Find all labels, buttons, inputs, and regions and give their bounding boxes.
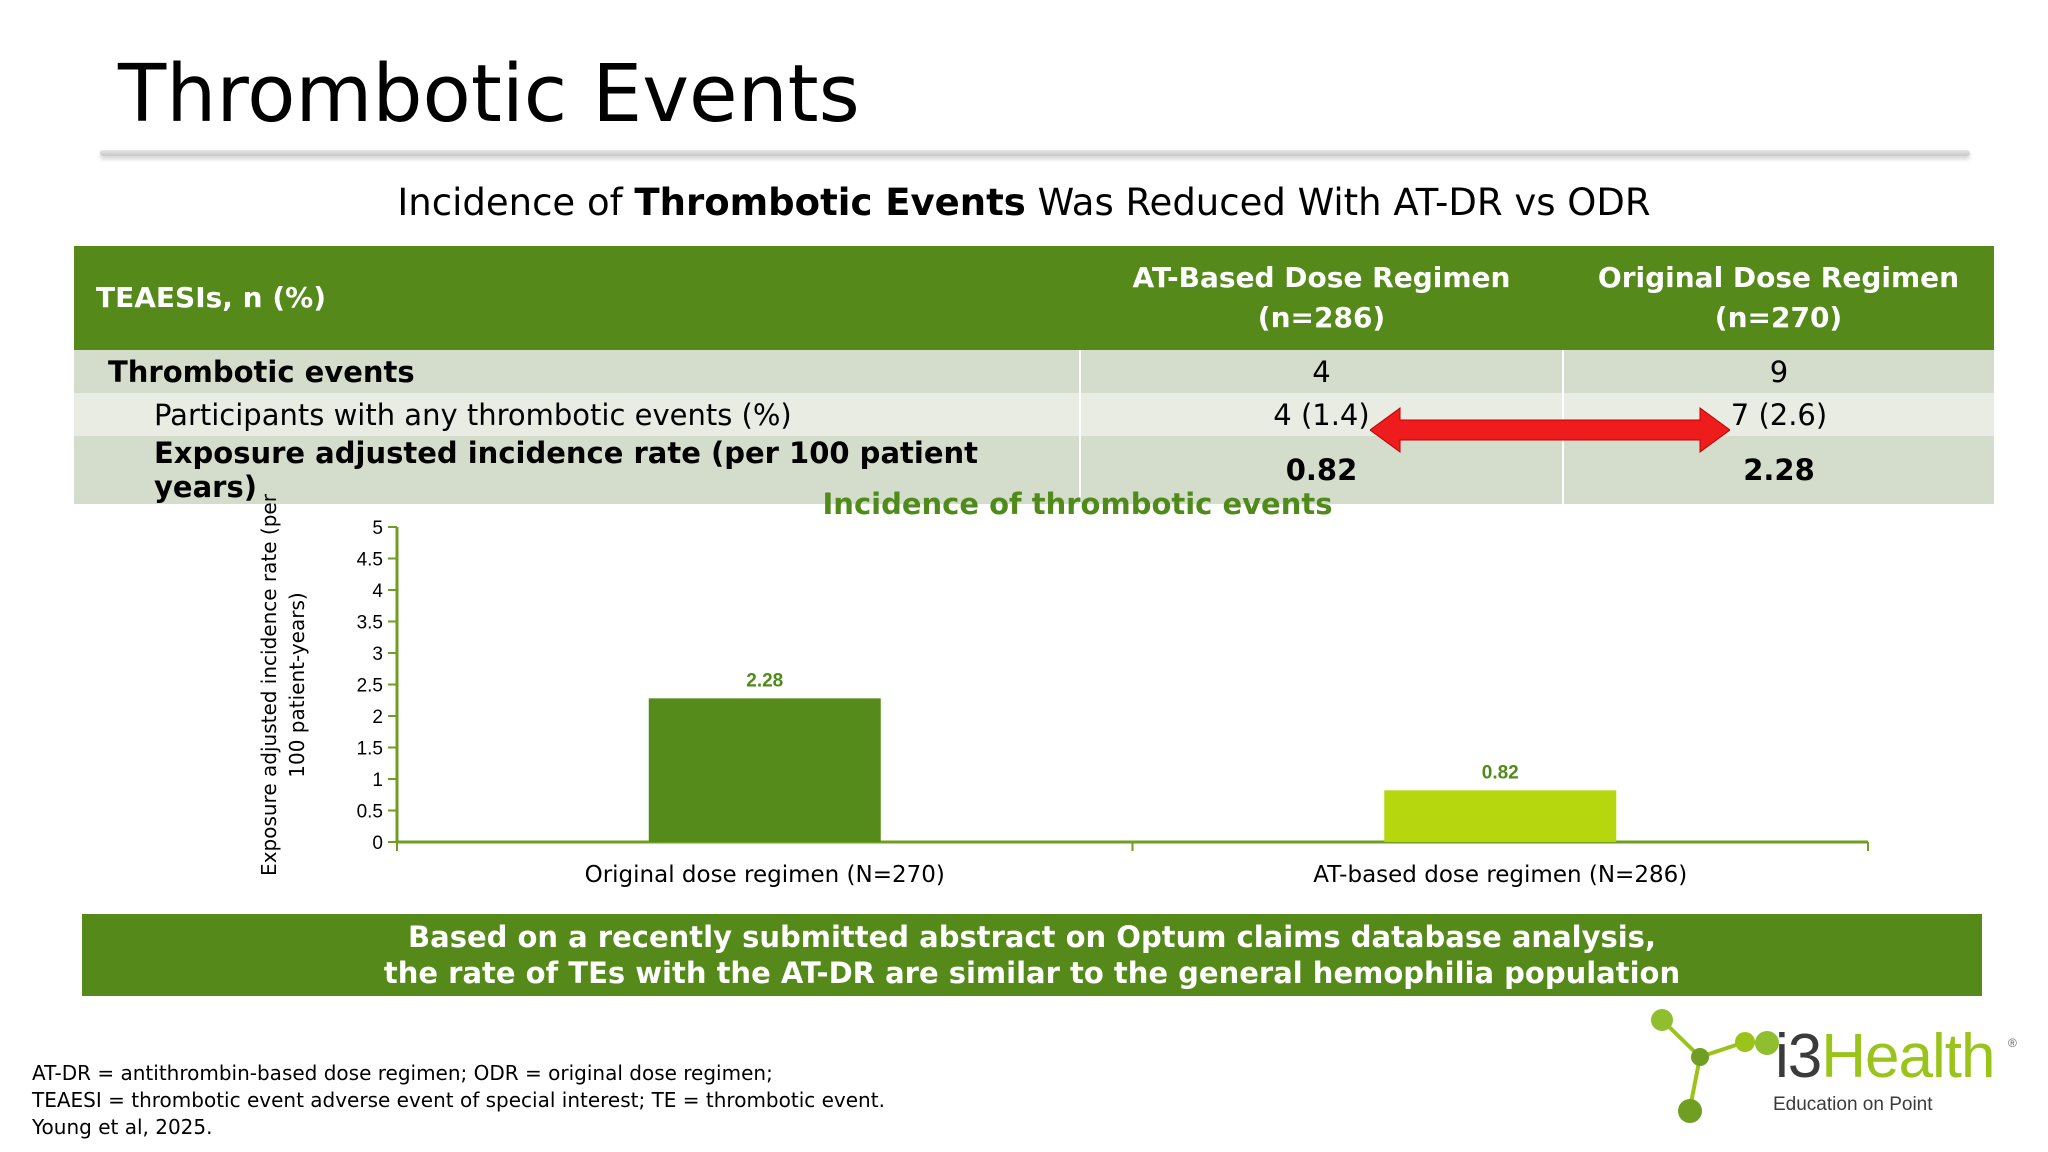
table-header-row: TEAESIs, n (%) AT-Based Dose Regimen (n=… bbox=[74, 246, 1994, 350]
subtitle-emphasis: Thrombotic Events bbox=[634, 181, 1026, 224]
y-tick-label: 4.5 bbox=[357, 550, 383, 571]
y-tick-label: 3 bbox=[372, 644, 383, 665]
header-odr-line1: Original Dose Regimen bbox=[1597, 261, 1960, 294]
i3health-logo-icon bbox=[1651, 1009, 1779, 1123]
row-label: Exposure adjusted incidence rate (per 10… bbox=[74, 436, 1080, 504]
double-arrow-icon bbox=[1370, 407, 1730, 453]
logo-wordmark: i3Health bbox=[1775, 1022, 1995, 1091]
table-row: Exposure adjusted incidence rate (per 10… bbox=[74, 436, 1994, 504]
title-divider bbox=[100, 150, 1970, 156]
footnote-line: Young et al, 2025. bbox=[32, 1115, 213, 1139]
header-teaesi: TEAESIs, n (%) bbox=[74, 246, 1080, 350]
subtitle-prefix: Incidence of bbox=[397, 181, 635, 224]
footnotes: AT-DR = antithrombin-based dose regimen;… bbox=[32, 1060, 885, 1141]
footnote-line: TEAESI = thrombotic event adverse event … bbox=[32, 1088, 885, 1112]
y-tick-label: 2 bbox=[372, 707, 383, 728]
x-category-label: AT-based dose regimen (N=286) bbox=[1313, 862, 1687, 888]
y-tick-label: 2.5 bbox=[357, 676, 383, 697]
logo-health: Health bbox=[1821, 1022, 1995, 1091]
bar bbox=[648, 698, 881, 842]
header-odr-line2: (n=270) bbox=[1714, 301, 1843, 334]
row-odr-value: 2.28 bbox=[1562, 436, 1994, 504]
row-label: Participants with any thrombotic events … bbox=[74, 393, 1080, 436]
y-tick-label: 1.5 bbox=[357, 739, 383, 760]
bar bbox=[1384, 790, 1617, 842]
logo-i3: i3 bbox=[1775, 1022, 1822, 1091]
row-odr-value: 7 (2.6) bbox=[1562, 393, 1994, 436]
row-label: Thrombotic events bbox=[74, 350, 1080, 393]
y-tick-label: 4 bbox=[372, 581, 383, 602]
row-at-value: 0.82 bbox=[1079, 436, 1563, 504]
chart-title: Incidence of thrombotic events bbox=[822, 487, 1333, 521]
header-at-line2: (n=286) bbox=[1257, 301, 1386, 334]
summary-banner: Based on a recently submitted abstract o… bbox=[82, 914, 1982, 996]
x-category-label: Original dose regimen (N=270) bbox=[585, 862, 945, 888]
subtitle-suffix: Was Reduced With AT-DR vs ODR bbox=[1025, 181, 1651, 224]
header-at-regimen: AT-Based Dose Regimen (n=286) bbox=[1080, 246, 1563, 350]
y-tick-label: 0.5 bbox=[357, 802, 383, 823]
bar-value-label: 0.82 bbox=[1482, 762, 1519, 783]
y-tick-label: 5 bbox=[372, 518, 383, 539]
header-at-line1: AT-Based Dose Regimen bbox=[1132, 261, 1511, 294]
row-odr-value: 9 bbox=[1562, 350, 1994, 393]
logo-registered-mark: ® bbox=[2008, 1036, 2017, 1050]
bar-chart: 0 0.5 1 1.5 2 2.5 3 3.5 4 4.5 5 2.28 Original dose r… bbox=[357, 518, 1869, 888]
header-original-regimen: Original Dose Regimen (n=270) bbox=[1563, 246, 1994, 350]
teaesi-table: TEAESIs, n (%) AT-Based Dose Regimen (n=… bbox=[74, 246, 1994, 504]
bar-value-label: 2.28 bbox=[746, 670, 783, 691]
slide-title: Thrombotic Events bbox=[118, 48, 860, 140]
row-at-value: 4 bbox=[1079, 350, 1563, 393]
table-row: Thrombotic events 4 9 bbox=[74, 350, 1994, 393]
y-tick-label: 0 bbox=[372, 833, 383, 854]
y-tick-label: 3.5 bbox=[357, 613, 383, 634]
y-tick-label: 1 bbox=[372, 770, 383, 791]
footnote-line: AT-DR = antithrombin-based dose regimen;… bbox=[32, 1061, 773, 1085]
banner-line2: the rate of TEs with the AT-DR are simil… bbox=[383, 956, 1681, 990]
slide-subtitle: Incidence of Thrombotic Events Was Reduc… bbox=[0, 181, 2048, 224]
table-row: Participants with any thrombotic events … bbox=[74, 393, 1994, 436]
banner-line1: Based on a recently submitted abstract o… bbox=[408, 920, 1656, 954]
logo-tagline: Education on Point bbox=[1773, 1094, 1933, 1115]
